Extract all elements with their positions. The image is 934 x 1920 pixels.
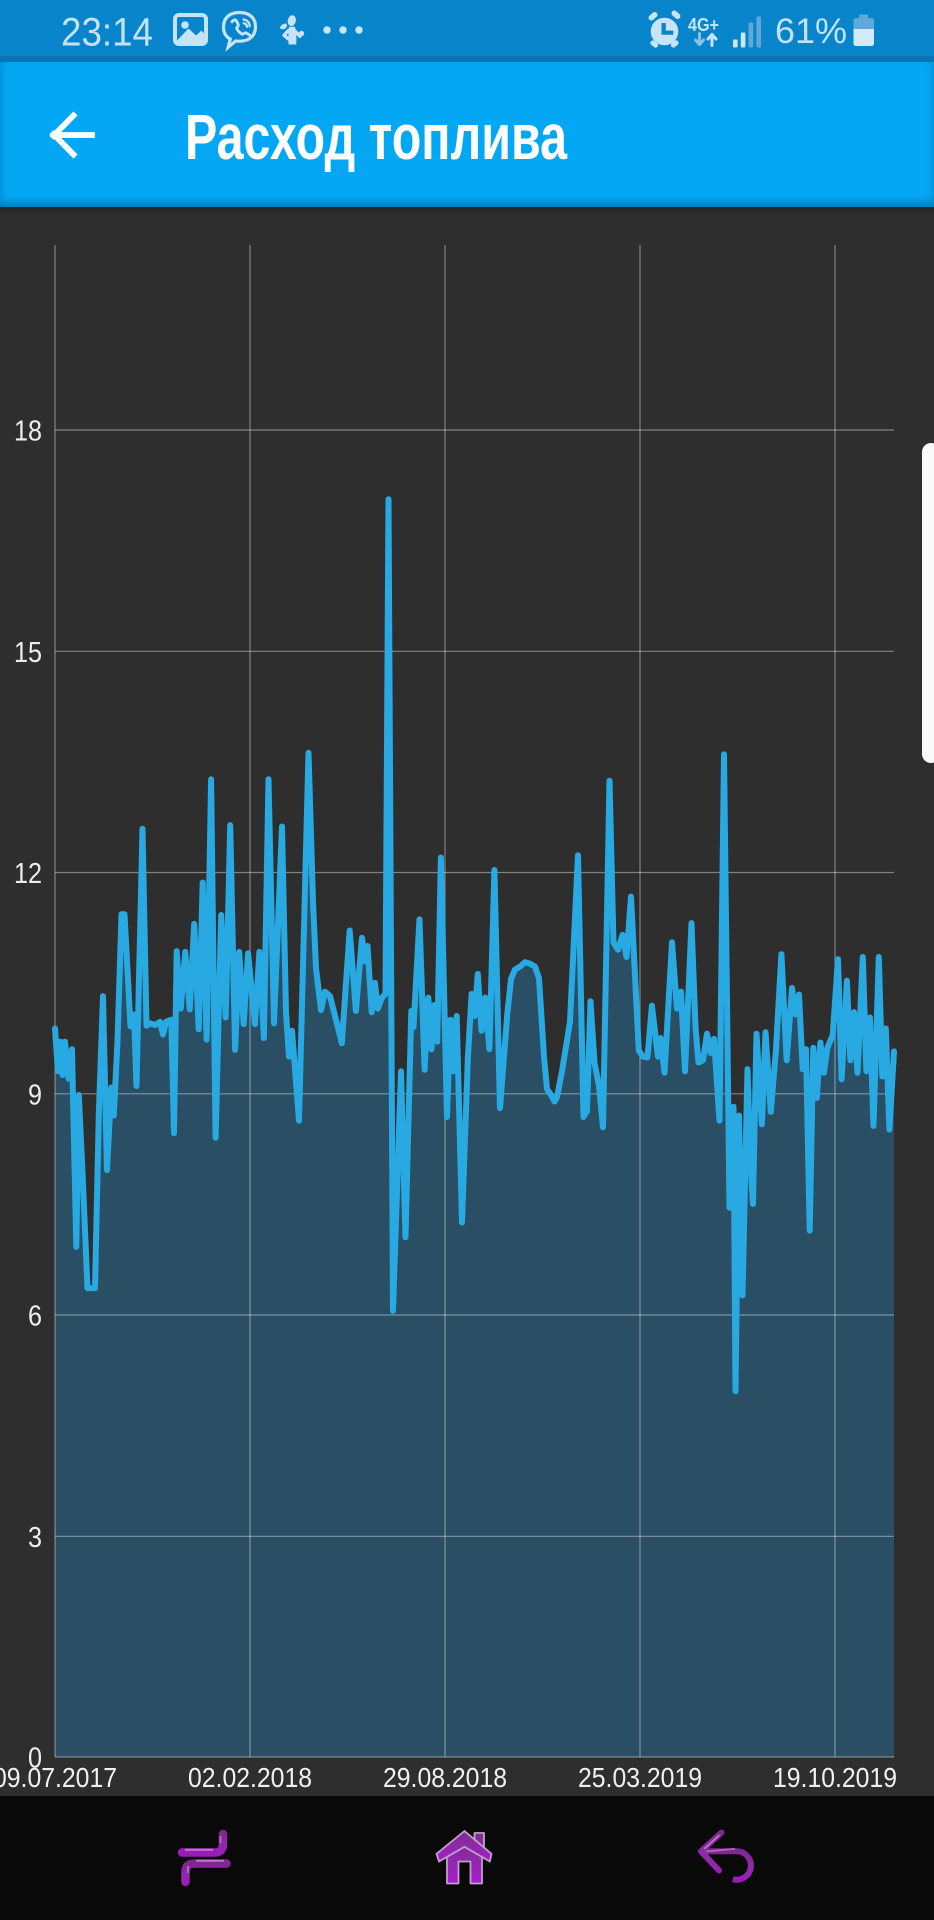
svg-text:25.03.2019: 25.03.2019 — [578, 1762, 702, 1793]
svg-text:4G+: 4G+ — [688, 15, 719, 35]
svg-text:61%: 61% — [775, 12, 847, 51]
svg-text:19.10.2019: 19.10.2019 — [773, 1762, 897, 1793]
svg-text:9: 9 — [28, 1079, 42, 1111]
svg-text:02.02.2018: 02.02.2018 — [188, 1762, 312, 1793]
svg-text:3: 3 — [28, 1522, 42, 1554]
svg-text:Расход топлива: Расход топлива — [185, 101, 567, 173]
svg-text:12: 12 — [14, 858, 42, 890]
svg-text:18: 18 — [14, 416, 42, 448]
svg-text:6: 6 — [28, 1301, 42, 1333]
svg-text:09.07.2017: 09.07.2017 — [0, 1762, 117, 1793]
svg-text:0: 0 — [28, 1743, 42, 1775]
svg-text:15: 15 — [14, 637, 42, 669]
svg-text:23:14: 23:14 — [61, 11, 153, 55]
svg-text:29.08.2018: 29.08.2018 — [383, 1762, 507, 1793]
